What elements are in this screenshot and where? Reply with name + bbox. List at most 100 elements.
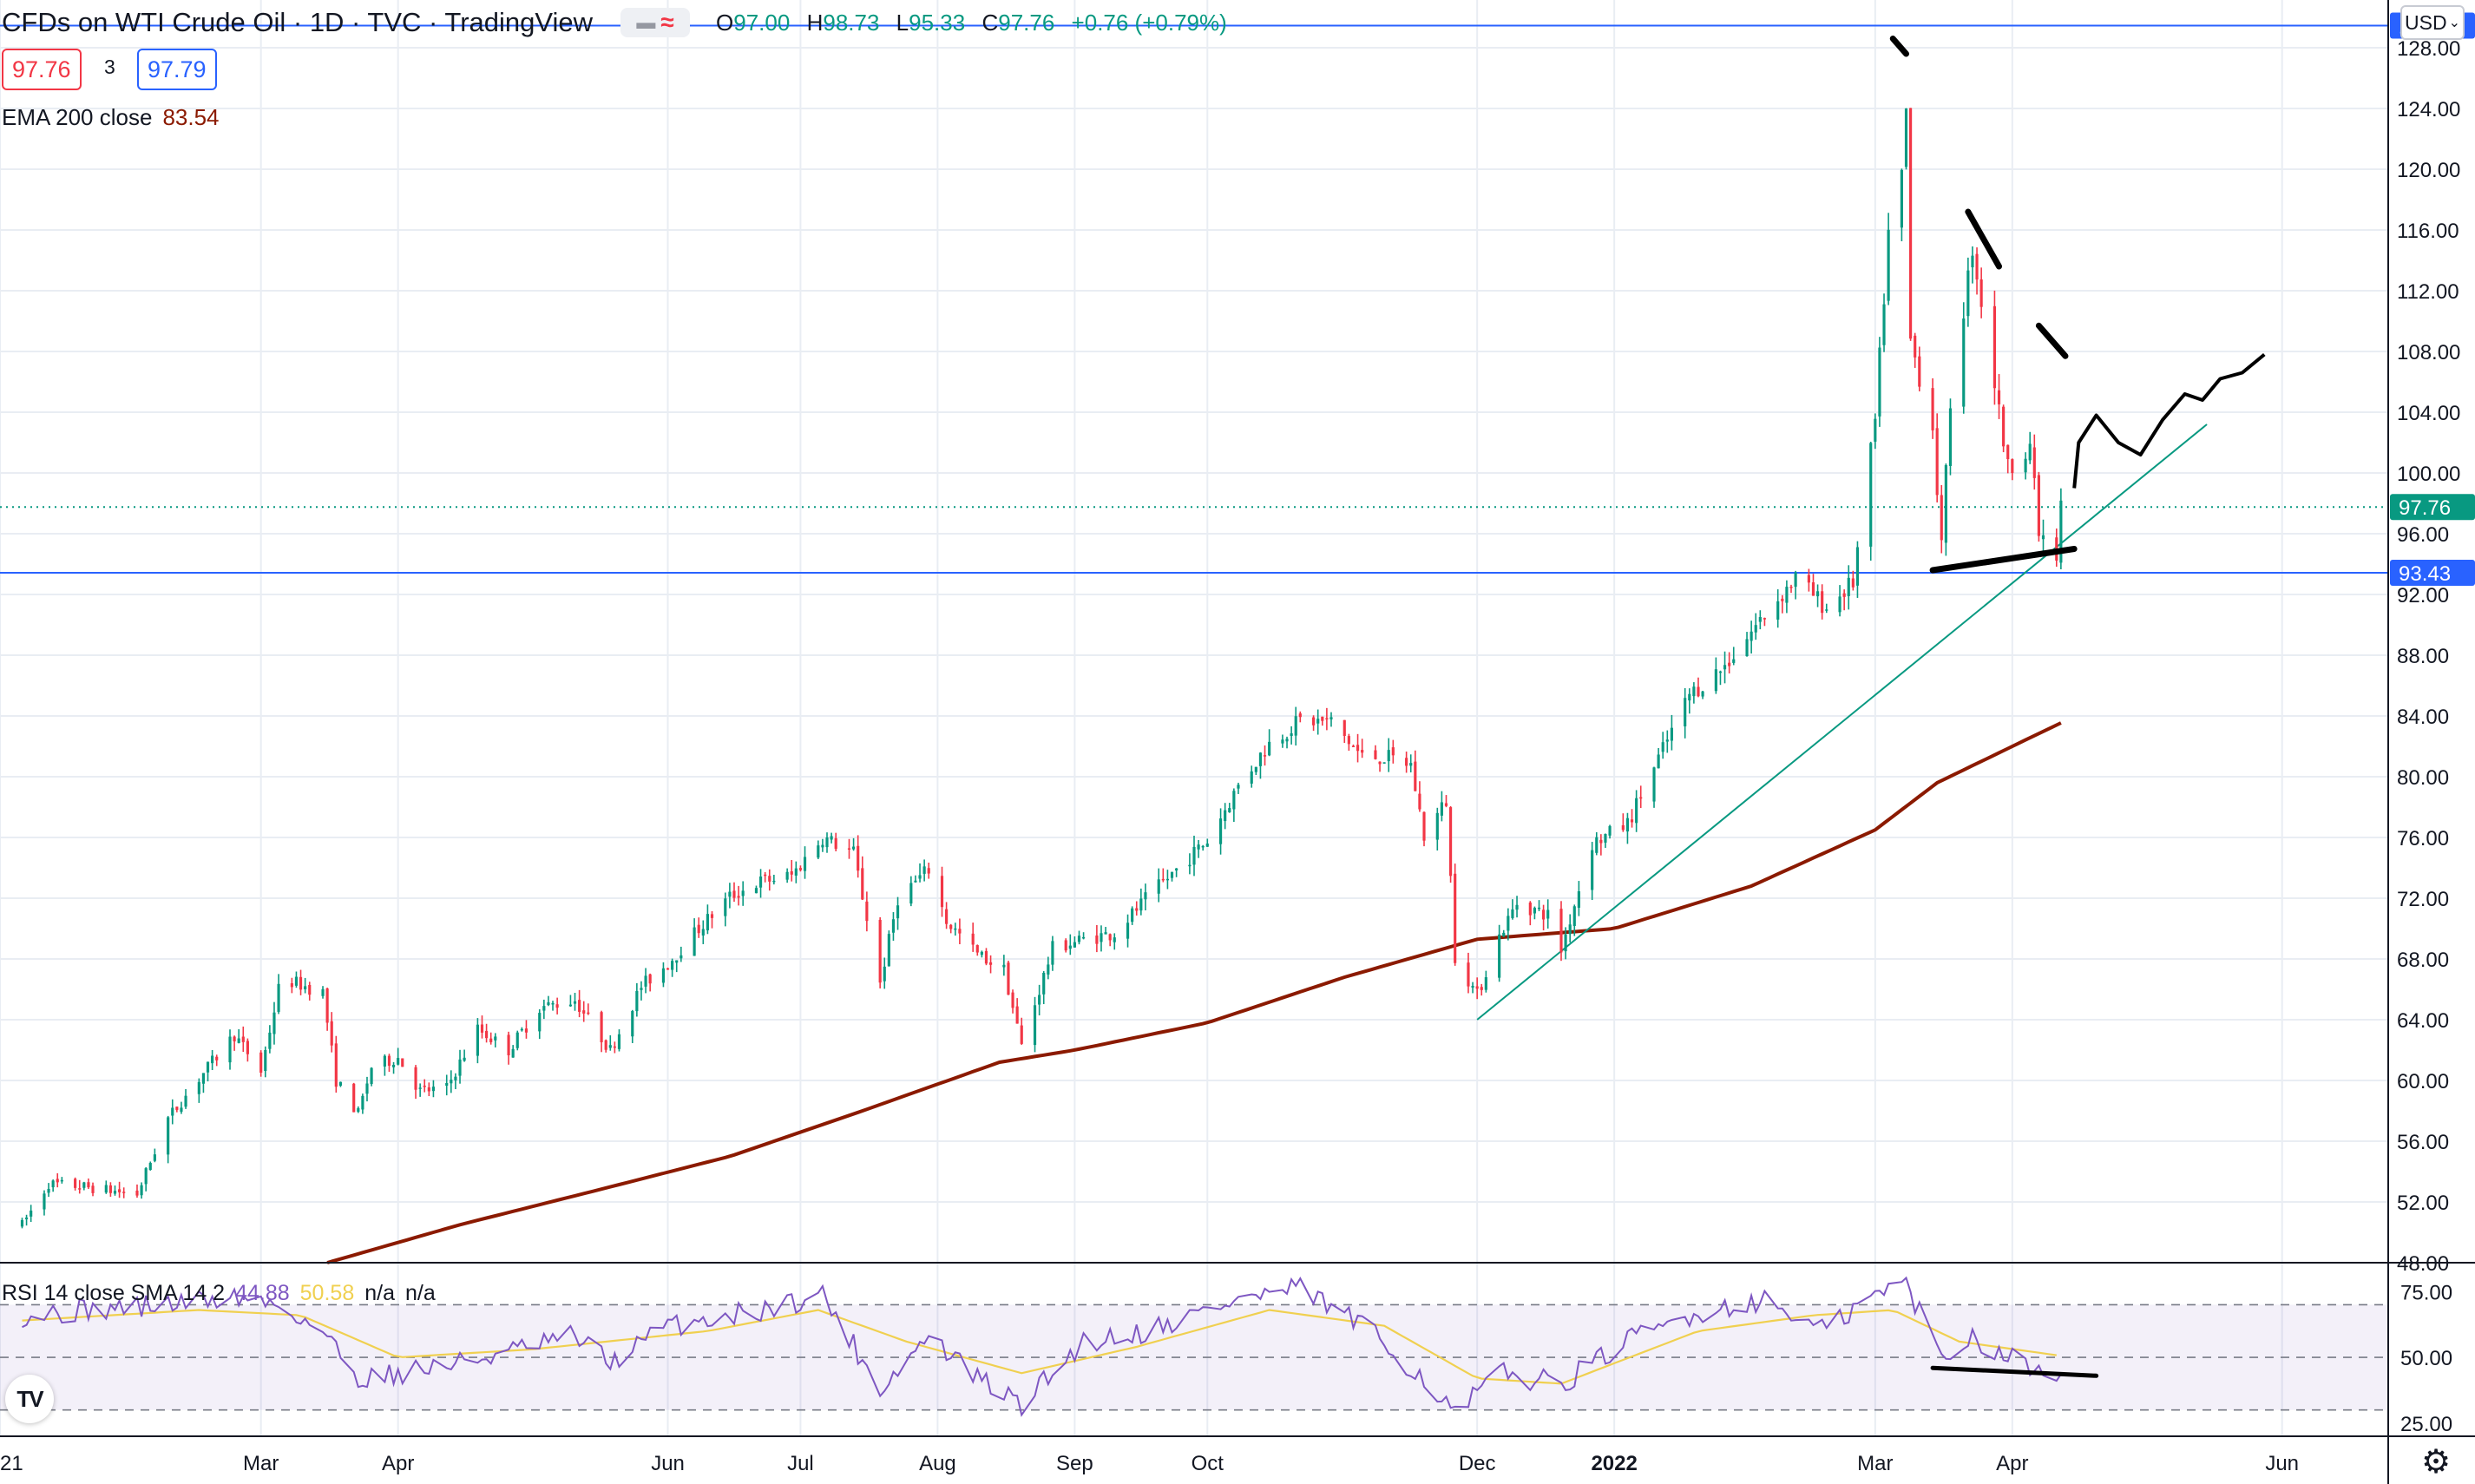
candle-body bbox=[852, 846, 856, 850]
candle bbox=[1692, 682, 1696, 704]
candle bbox=[1224, 803, 1227, 830]
candle-body bbox=[945, 909, 949, 924]
candle bbox=[940, 866, 944, 917]
candle-body bbox=[922, 866, 926, 874]
candle-body bbox=[60, 1179, 63, 1182]
candle-body bbox=[1201, 845, 1205, 848]
candle-body bbox=[1440, 802, 1443, 816]
candle bbox=[1714, 657, 1717, 694]
support-mark[interactable] bbox=[1929, 546, 2078, 574]
candle bbox=[1728, 652, 1731, 674]
trendline[interactable] bbox=[1476, 424, 2208, 1021]
candle bbox=[741, 881, 745, 906]
ema-legend[interactable]: EMA 200 close 83.54 bbox=[2, 104, 220, 131]
candle bbox=[1165, 870, 1170, 890]
sell-button[interactable]: 97.76 bbox=[2, 49, 82, 90]
candle bbox=[401, 1058, 404, 1067]
buy-button[interactable]: 97.79 bbox=[137, 49, 217, 90]
candle bbox=[463, 1049, 466, 1062]
candle bbox=[1188, 853, 1192, 875]
tradingview-logo-icon[interactable]: TV bbox=[5, 1375, 54, 1423]
candle bbox=[1382, 762, 1386, 764]
candle-body bbox=[1975, 253, 1979, 280]
candle bbox=[1781, 594, 1784, 614]
y-tick-3: 60.00 bbox=[2397, 1070, 2449, 1093]
candle bbox=[954, 923, 957, 936]
candle-body bbox=[1944, 464, 1947, 543]
candle-body bbox=[304, 986, 307, 989]
candle bbox=[1533, 906, 1536, 920]
candle-body bbox=[1754, 625, 1757, 633]
candle bbox=[1068, 934, 1072, 955]
candle bbox=[1701, 690, 1704, 699]
trendline-path[interactable] bbox=[1476, 424, 2208, 1021]
peak-mark-1[interactable] bbox=[1889, 36, 1910, 57]
candle-body bbox=[294, 976, 299, 986]
peak-mark-2[interactable] bbox=[1965, 208, 2003, 270]
candle-body bbox=[1625, 818, 1630, 832]
quantity-value[interactable]: 3 bbox=[104, 56, 115, 78]
candle-body bbox=[758, 877, 763, 888]
candle-body bbox=[1537, 907, 1541, 909]
candle-body bbox=[857, 845, 860, 871]
candle bbox=[830, 832, 833, 844]
candle-body bbox=[1869, 443, 1873, 547]
x-tick-2: Apr bbox=[382, 1452, 414, 1475]
candle-body bbox=[1572, 906, 1576, 927]
currency-button[interactable]: USD ⌄ bbox=[2400, 5, 2465, 40]
candle-body bbox=[237, 1038, 240, 1043]
candle-body bbox=[918, 875, 922, 879]
candle bbox=[228, 1029, 232, 1070]
candle-body bbox=[1471, 986, 1474, 988]
rsi-legend[interactable]: RSI 14 close SMA 14 2 44.88 50.58 n/a n/a bbox=[2, 1281, 436, 1306]
candle bbox=[1498, 924, 1501, 982]
visibility-chip[interactable]: ▬ ≈ bbox=[620, 8, 691, 37]
y-tick-14: 104.00 bbox=[2397, 402, 2460, 425]
candle-body bbox=[140, 1185, 143, 1196]
candle bbox=[352, 1082, 356, 1113]
candle bbox=[613, 1041, 616, 1054]
candle bbox=[1047, 956, 1050, 980]
candle-body bbox=[476, 1024, 479, 1056]
candle-body bbox=[555, 1004, 559, 1008]
candle-body bbox=[1135, 908, 1139, 911]
candle-body bbox=[1042, 973, 1046, 995]
gear-icon[interactable]: ⚙ bbox=[2421, 1444, 2452, 1481]
candle-body bbox=[268, 1032, 272, 1049]
candle-body bbox=[830, 836, 833, 840]
y-tick-17: 116.00 bbox=[2397, 220, 2459, 243]
candle-body bbox=[1838, 596, 1841, 613]
candle bbox=[1347, 733, 1350, 752]
candle bbox=[1838, 585, 1841, 617]
candle-body bbox=[1882, 304, 1886, 345]
candle-body bbox=[1258, 752, 1263, 766]
candle bbox=[918, 863, 922, 883]
peak-mark-3[interactable] bbox=[2035, 322, 2069, 359]
x-tick-12: Jun bbox=[2265, 1452, 2299, 1475]
high-value: 98.73 bbox=[823, 9, 880, 36]
candle-body bbox=[1546, 909, 1550, 919]
candle bbox=[2032, 434, 2036, 490]
candle-body bbox=[1007, 962, 1010, 995]
candle-body bbox=[357, 1108, 360, 1113]
rsi-divergence-mark[interactable] bbox=[1930, 1365, 2099, 1378]
candle bbox=[383, 1054, 386, 1076]
candle bbox=[87, 1178, 90, 1190]
candle-body bbox=[290, 982, 293, 988]
candle-body bbox=[568, 1004, 573, 1007]
drawings[interactable] bbox=[1889, 36, 2266, 574]
candle-body bbox=[1268, 741, 1271, 756]
projected-path[interactable] bbox=[2072, 352, 2266, 489]
horizontal-levels[interactable] bbox=[0, 24, 2388, 574]
candle-body bbox=[308, 984, 312, 995]
candle-body bbox=[2037, 475, 2040, 536]
candle-body bbox=[1608, 825, 1612, 836]
candle bbox=[1073, 936, 1076, 948]
candle-body bbox=[1409, 763, 1413, 766]
candle bbox=[701, 920, 705, 944]
candle bbox=[148, 1161, 152, 1171]
symbol-title[interactable]: CFDs on WTI Crude Oil · 1D · TVC · Tradi… bbox=[2, 7, 594, 37]
candle-body bbox=[211, 1055, 214, 1064]
x-tick-10: Mar bbox=[1857, 1452, 1893, 1475]
